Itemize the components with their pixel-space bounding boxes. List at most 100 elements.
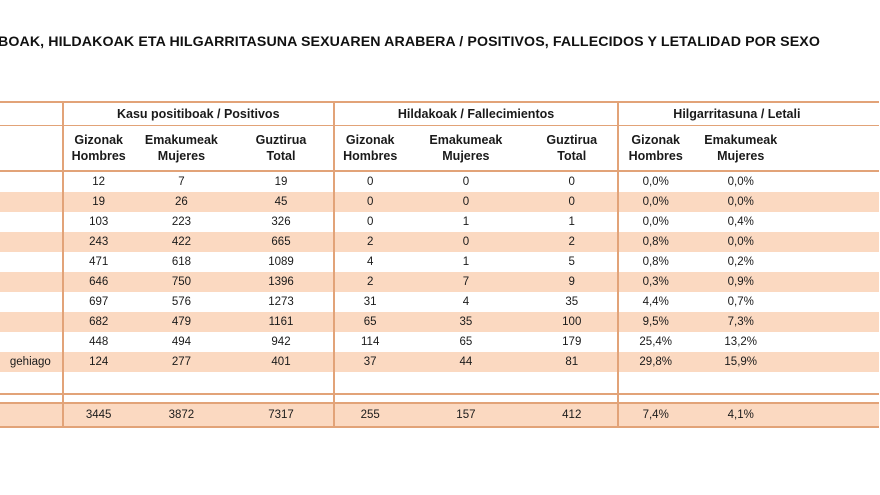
dead-women-header: Emakumeak Mujeres: [405, 125, 527, 172]
leth-women-cell: 0,9%: [692, 272, 790, 292]
leth-men-cell: 29,8%: [617, 352, 693, 372]
empty-cell: [526, 372, 619, 395]
table-row: 697 576 1273 31 4 35 4,4% 0,7%: [0, 292, 879, 312]
empty-cell: [405, 372, 527, 395]
leth-men-cell: 0,8%: [617, 252, 693, 272]
leth-women-cell: 0,0%: [692, 232, 790, 252]
leth-women-cell: 0,0%: [727, 176, 754, 188]
pos-women-cell: 26: [133, 192, 230, 212]
pos-total-cell: 665: [229, 232, 334, 252]
leth-total-cell: [789, 352, 879, 372]
data-table: Kasu positiboak / Positivos Hildakoak / …: [0, 101, 879, 428]
table-row: gehiago 124 277 401 37 44 81 29,8% 15,9%: [0, 352, 879, 372]
dead-women-cell: 44: [405, 352, 527, 372]
lethality-header: Hilgarritasuna / Letali: [617, 101, 879, 126]
pos-women-cell: 422: [133, 232, 230, 252]
spacer-cell: [617, 394, 693, 404]
total-leth-men-cell: 7,4%: [617, 403, 693, 428]
leth-total-cell: [789, 212, 879, 232]
pos-women-cell: 7: [178, 176, 185, 188]
pos-men-cell: 19: [61, 192, 134, 212]
table-row: 12 7 19 0 0 0 0,0% 0,0%: [0, 171, 879, 192]
leth-men-cell: 0,0%: [617, 212, 693, 232]
pos-total-cell: 19: [274, 176, 288, 188]
pos-men-cell: 448: [61, 332, 134, 352]
dead-women-cell: 4: [462, 296, 470, 308]
table-row: 448 494 942 114 65 179 25,4% 13,2%: [0, 332, 879, 352]
spacer-cell: [61, 394, 134, 404]
pos-women-cell: 576: [171, 296, 191, 308]
total-dead-total-cell: 412: [526, 403, 619, 428]
pos-women-cell: 479: [133, 312, 230, 332]
total-leth-women-cell: 4,1%: [692, 403, 790, 428]
age-group-cell: gehiago: [0, 352, 63, 372]
table-row: 471 618 1089 4 1 5 0,8% 0,2%: [0, 252, 879, 272]
dead-total-cell: 9: [526, 272, 619, 292]
pos-men-cell: 124: [61, 352, 134, 372]
pos-women-cell: 618: [171, 256, 191, 268]
age-group-cell: [0, 192, 63, 212]
spacer-cell: [133, 394, 230, 404]
total-pos-women-cell: 3872: [133, 403, 230, 428]
dead-total-header: Guztirua Total: [526, 125, 619, 172]
leth-total-cell: [789, 232, 879, 252]
dead-men-cell: 2: [332, 272, 406, 292]
spacer-cell: [229, 394, 334, 404]
pos-men-cell: 243: [61, 232, 134, 252]
spacer-cell: [692, 394, 790, 404]
pos-women-header: Emakumeak Mujeres: [133, 125, 230, 172]
dead-men-cell: 4: [332, 252, 406, 272]
total-dead-men-cell: 255: [332, 403, 406, 428]
leth-women-cell: 0,0%: [692, 192, 790, 212]
pos-men-cell: 697: [61, 292, 134, 312]
sub-header-row: Gizonak Hombres Emakumeak Mujeres Guztirua…: [0, 125, 879, 172]
age-group-cell: [0, 312, 63, 332]
pos-total-cell: 1161: [229, 312, 334, 332]
pos-men-cell: 646: [61, 272, 134, 292]
pos-men-cell: 12: [61, 171, 134, 192]
table-title: BOAK, HILDAKOAK ETA HILGARRITASUNA SEXUA…: [0, 34, 821, 50]
leth-men-cell: 0,3%: [617, 272, 693, 292]
dead-women-cell: 35: [405, 312, 527, 332]
leth-total-cell: [789, 252, 879, 272]
spacer-cell: [526, 394, 619, 404]
leth-total-cell: [789, 332, 879, 352]
age-group-cell: [0, 252, 63, 272]
age-group-cell: [0, 272, 63, 292]
leth-women-cell: 13,2%: [724, 336, 758, 348]
spacer-row: [0, 394, 879, 404]
pos-total-cell: 1089: [268, 256, 294, 268]
table-row: 243 422 665 2 0 2 0,8% 0,0%: [0, 232, 879, 252]
leth-women-cell: 15,9%: [692, 352, 790, 372]
deaths-header: Hildakoak / Fallecimientos: [332, 101, 619, 126]
dead-total-cell: 1: [568, 216, 575, 228]
leth-men-cell: 4,4%: [617, 292, 693, 312]
pos-total-cell: 326: [271, 216, 291, 228]
table-row: 103 223 326 0 1 1 0,0% 0,4%: [0, 212, 879, 232]
total-pos-total-cell: 7317: [229, 403, 334, 428]
total-pos-men-cell: 3445: [61, 403, 134, 428]
leth-total-cell: [789, 171, 879, 192]
total-dead-women-cell: 157: [405, 403, 527, 428]
spacer-cell: [789, 394, 879, 404]
leth-men-cell: 0,0%: [617, 171, 693, 192]
table-row: 19 26 45 0 0 0 0,0% 0,0%: [0, 192, 879, 212]
dead-women-cell: 7: [405, 272, 527, 292]
totals-label-cell: [0, 403, 63, 428]
pos-women-cell: 494: [171, 336, 191, 348]
pos-women-cell: 750: [133, 272, 230, 292]
age-group-cell: [0, 232, 63, 252]
leth-women-cell: 7,3%: [692, 312, 790, 332]
empty-cell: [61, 372, 134, 395]
age-subheader: [0, 125, 63, 172]
pos-total-cell: 45: [229, 192, 334, 212]
empty-cell: [0, 372, 63, 395]
leth-total-cell: [789, 272, 879, 292]
pos-total-cell: 942: [271, 336, 291, 348]
age-group-cell: [0, 332, 63, 352]
empty-cell: [332, 372, 406, 395]
empty-cell: [692, 372, 790, 395]
total-leth-total-cell: [789, 403, 879, 428]
pos-women-cell: 277: [133, 352, 230, 372]
leth-total-header: [789, 125, 879, 172]
